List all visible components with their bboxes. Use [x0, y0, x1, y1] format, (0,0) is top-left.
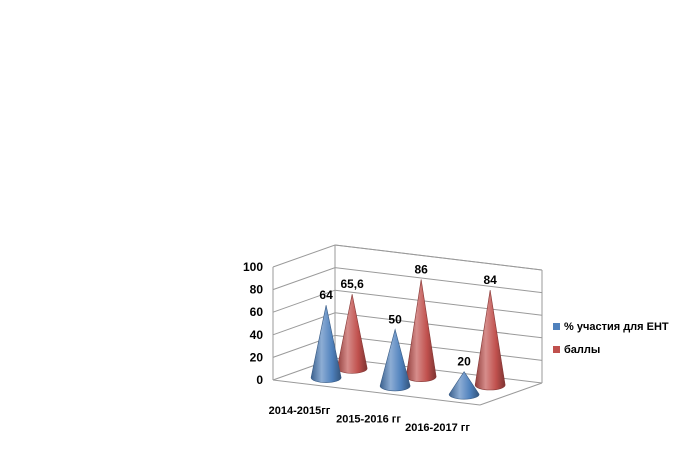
data-label: 84	[483, 273, 497, 287]
data-labels: 65,6 86 84 64 50 20	[319, 262, 497, 368]
legend-item-label: % участия для ЕНТ	[564, 321, 669, 333]
data-label: 64	[319, 288, 333, 302]
data-label: 50	[388, 312, 402, 326]
x-category-label: 2015-2016 гг	[336, 414, 401, 426]
y-tick-label: 80	[250, 283, 264, 297]
chart-walls	[272, 244, 543, 406]
y-tick-label: 100	[243, 260, 263, 274]
data-label: 20	[457, 355, 471, 369]
floor-edge	[272, 379, 481, 406]
floor-edge	[479, 382, 543, 406]
cone-bar	[336, 294, 368, 374]
legend: % участия для ЕНТ баллы	[553, 321, 669, 356]
cone-bar	[474, 290, 506, 391]
legend-swatch	[553, 346, 560, 353]
floor-edge	[334, 357, 543, 384]
cone-bar	[310, 305, 342, 383]
x-category-label: 2016-2017 гг	[405, 422, 470, 434]
gridline	[272, 289, 543, 316]
y-tick-label: 40	[250, 328, 264, 342]
cone-bar	[379, 328, 411, 392]
y-tick-label: 60	[250, 305, 264, 319]
gridline	[272, 312, 543, 339]
x-category-label: 2014-2015гг	[269, 405, 331, 417]
x-axis-categories: 2014-2015гг 2015-2016 гг 2016-2017 гг	[269, 405, 471, 434]
gridlines	[272, 244, 543, 361]
gridline	[272, 267, 543, 294]
y-tick-label: 0	[256, 373, 263, 387]
data-label: 65,6	[340, 277, 364, 291]
data-label: 86	[414, 262, 428, 276]
y-axis-ticks: 0 20 40 60 80 100	[243, 260, 263, 387]
gridline	[272, 244, 543, 271]
cone-bar	[448, 371, 480, 400]
gridline	[272, 334, 543, 361]
cones	[310, 279, 506, 400]
legend-item-label: баллы	[564, 344, 600, 356]
legend-swatch	[553, 323, 560, 330]
cone-bar	[405, 279, 437, 382]
y-tick-label: 20	[250, 350, 264, 364]
